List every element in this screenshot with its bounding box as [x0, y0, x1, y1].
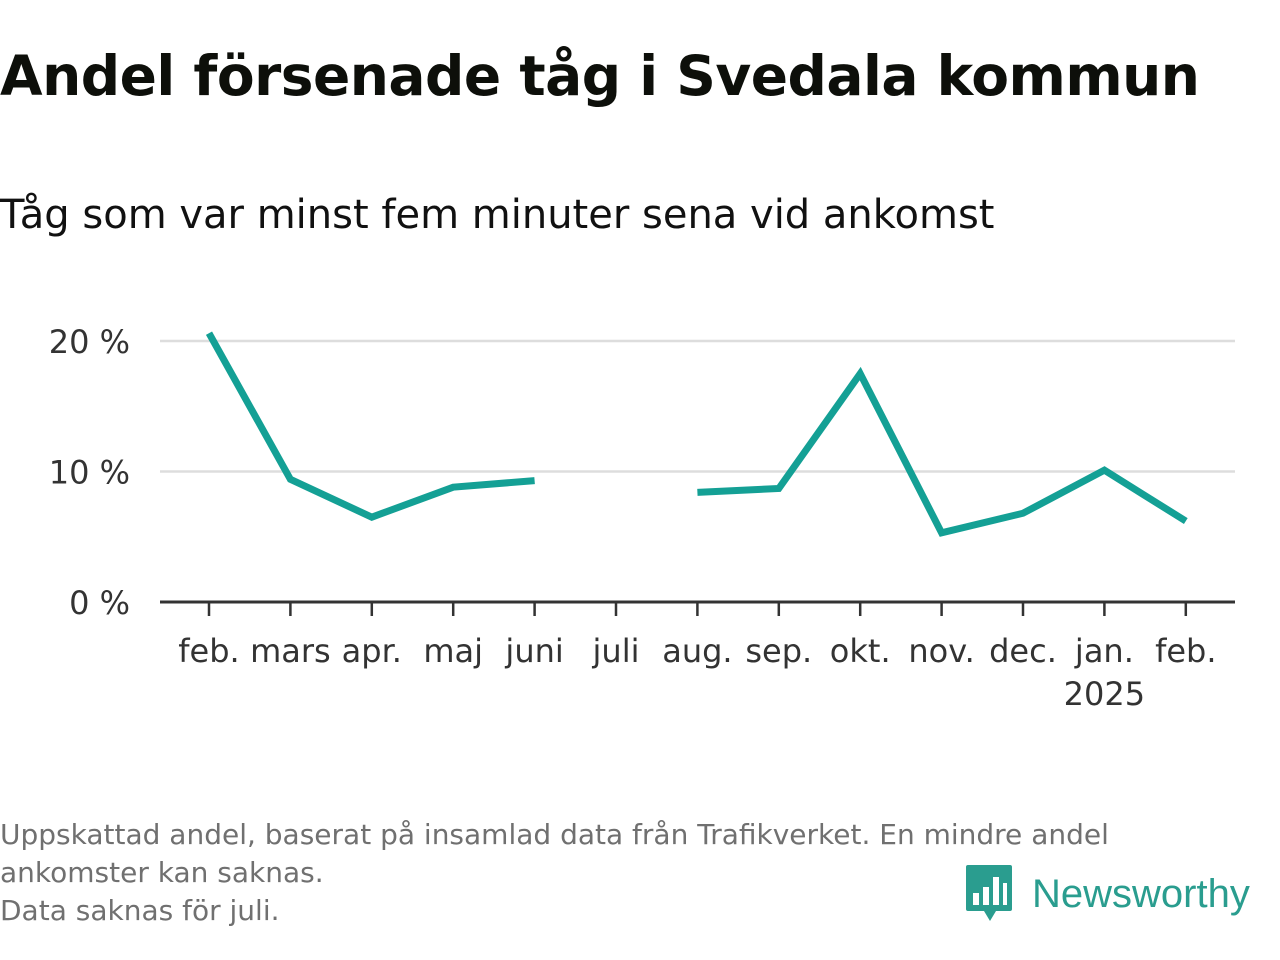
- x-tick-label: mars: [250, 632, 331, 670]
- line-chart: 0 % 10 % 20 % feb. mars apr. maj juni juli aug. s…: [49, 323, 1235, 713]
- x-tick-label: feb.: [1155, 632, 1216, 670]
- x-axis: [160, 600, 1235, 616]
- y-axis-tick-labels: 0 % 10 % 20 %: [49, 323, 130, 622]
- footnote: Uppskattad andel, baserat på insamlad da…: [0, 816, 1270, 930]
- series-line-segment: [697, 366, 1188, 537]
- x-axis-tick-labels: feb. mars apr. maj juni juli aug. sep. okt. nov. d…: [178, 632, 1216, 713]
- newsworthy-logo: Newsworthy: [964, 862, 1250, 926]
- x-tick-label: dec.: [989, 632, 1057, 670]
- x-tick-label: jan.: [1074, 632, 1134, 670]
- y-tick-label: 10 %: [49, 454, 130, 492]
- series-line-segment: [205, 331, 535, 521]
- series-layer: [205, 331, 1188, 537]
- x-tick-label: okt.: [830, 632, 891, 670]
- x-tick-label: aug.: [662, 632, 732, 670]
- x-tick-label: juli: [592, 632, 640, 670]
- y-tick-label: 20 %: [49, 323, 130, 361]
- x-tick-label: feb.: [178, 632, 239, 670]
- footnote-line-1: Uppskattad andel, baserat på insamlad da…: [0, 818, 1109, 851]
- gridlines: [160, 339, 1235, 473]
- x-tick-label: maj: [423, 632, 483, 670]
- x-tick-label: nov.: [908, 632, 974, 670]
- newsworthy-bar-chart-icon: [966, 865, 1012, 921]
- x-year-label: 2025: [1064, 675, 1145, 713]
- y-tick-label: 0 %: [69, 584, 130, 622]
- footnote-line-3: Data saknas för juli.: [0, 894, 280, 927]
- x-tick-label: juni: [504, 632, 563, 670]
- newsworthy-logo-text: Newsworthy: [1032, 871, 1250, 916]
- x-tick-label: apr.: [342, 632, 402, 670]
- chart-subtitle: Tåg som var minst fem minuter sena vid a…: [0, 192, 995, 238]
- footnote-line-2: ankomster kan saknas.: [0, 856, 324, 889]
- chart-title: Andel försenade tåg i Svedala kommun: [0, 44, 1200, 108]
- x-tick-label: sep.: [745, 632, 812, 670]
